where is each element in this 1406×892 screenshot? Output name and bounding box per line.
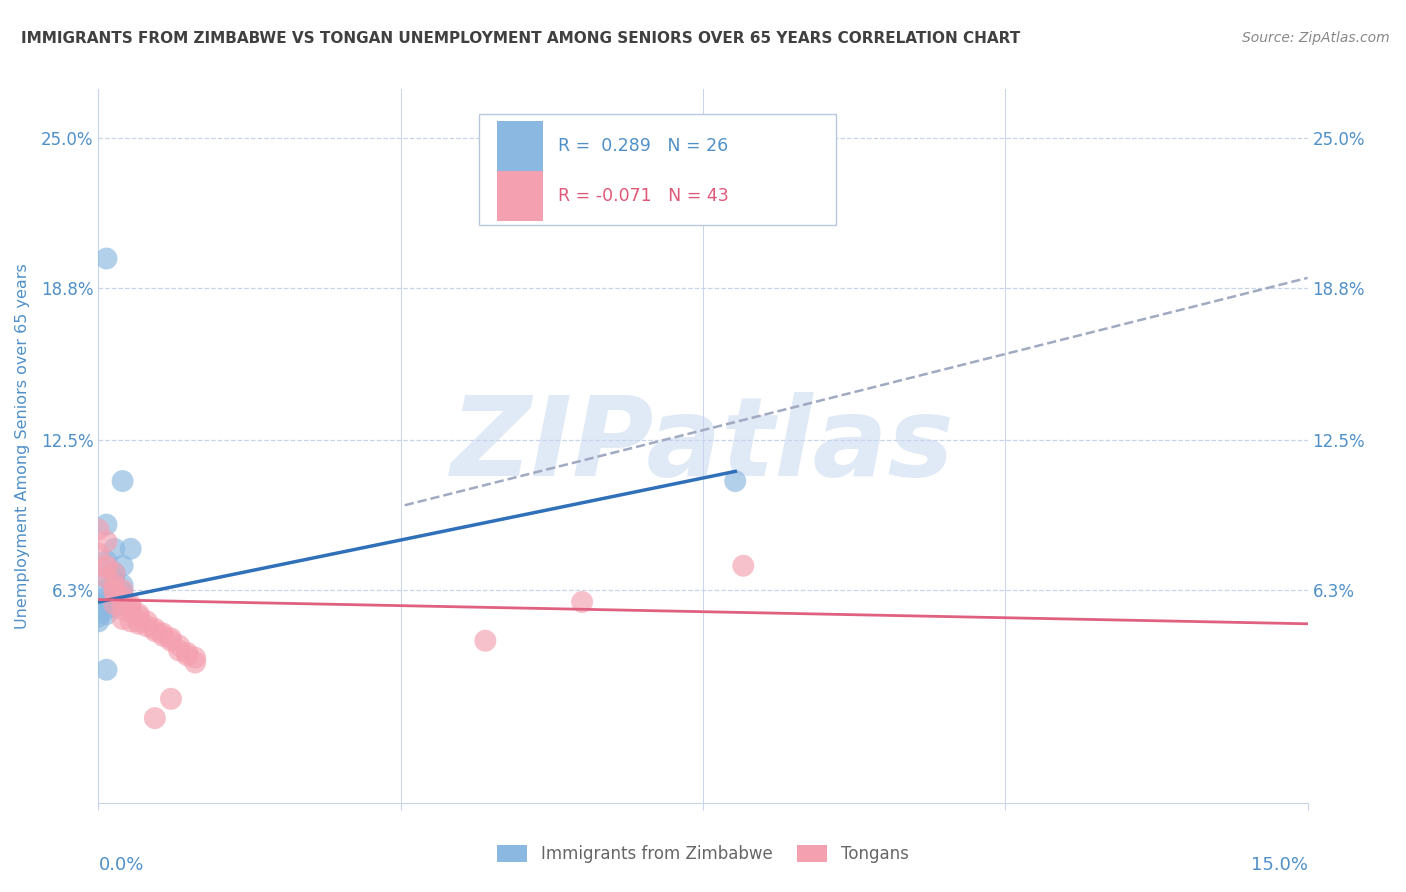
Point (120, 615, 142, 629)
Point (111, 558, 134, 573)
Point (128, 607, 150, 621)
Text: IMMIGRANTS FROM ZIMBABWE VS TONGAN UNEMPLOYMENT AMONG SENIORS OVER 65 YEARS CORR: IMMIGRANTS FROM ZIMBABWE VS TONGAN UNEMP… (21, 31, 1021, 46)
Point (120, 599, 142, 614)
Point (160, 632, 183, 646)
Point (87, 598, 110, 612)
Point (103, 585, 125, 599)
Point (111, 612, 134, 626)
FancyBboxPatch shape (498, 171, 543, 221)
FancyBboxPatch shape (479, 114, 837, 225)
Point (87, 547, 110, 561)
Point (143, 622, 166, 636)
Point (103, 585, 125, 599)
FancyBboxPatch shape (498, 121, 543, 171)
Text: R = -0.071   N = 43: R = -0.071 N = 43 (558, 187, 728, 205)
Point (474, 633, 496, 648)
Legend: Immigrants from Zimbabwe, Tongans: Immigrants from Zimbabwe, Tongans (491, 838, 915, 870)
Point (167, 643, 190, 657)
Point (103, 541, 125, 556)
Point (87, 523, 110, 537)
Point (103, 574, 125, 588)
Point (103, 578, 125, 592)
Point (135, 619, 157, 633)
Point (96, 561, 118, 575)
Point (184, 650, 207, 665)
Point (96, 571, 118, 585)
Point (724, 474, 747, 488)
Text: 0.0%: 0.0% (98, 856, 143, 874)
Point (96, 595, 118, 609)
Point (96, 571, 118, 585)
Point (176, 646, 198, 660)
Point (103, 592, 125, 607)
Point (135, 615, 157, 629)
Point (111, 595, 134, 609)
Point (96, 534, 118, 549)
Text: Source: ZipAtlas.com: Source: ZipAtlas.com (1241, 31, 1389, 45)
Point (128, 609, 150, 624)
Point (120, 605, 142, 619)
Point (96, 590, 118, 604)
Point (96, 517, 118, 532)
Text: R =  0.289   N = 26: R = 0.289 N = 26 (558, 137, 728, 155)
Point (184, 656, 207, 670)
Point (571, 595, 593, 609)
Point (96, 582, 118, 597)
Y-axis label: Unemployment Among Seniors over 65 years: Unemployment Among Seniors over 65 years (15, 263, 30, 629)
Point (103, 578, 125, 592)
Point (111, 602, 134, 616)
Point (143, 711, 166, 725)
Point (87, 609, 110, 624)
Point (96, 558, 118, 573)
Point (128, 616, 150, 631)
Point (111, 590, 134, 604)
Point (143, 624, 166, 638)
Point (103, 582, 125, 597)
Point (160, 691, 183, 706)
Point (103, 599, 125, 614)
Point (120, 598, 142, 612)
Text: ZIPatlas: ZIPatlas (451, 392, 955, 500)
Point (111, 585, 134, 599)
Point (160, 633, 183, 648)
Text: 15.0%: 15.0% (1250, 856, 1308, 874)
Point (120, 541, 142, 556)
Point (167, 639, 190, 653)
Point (128, 615, 150, 629)
Point (96, 663, 118, 677)
Point (111, 474, 134, 488)
Point (96, 554, 118, 568)
Point (152, 629, 174, 643)
Point (96, 602, 118, 616)
Point (103, 566, 125, 580)
Point (111, 582, 134, 597)
Point (96, 252, 118, 266)
Point (103, 566, 125, 580)
Point (176, 648, 198, 663)
Point (87, 615, 110, 629)
Point (152, 626, 174, 640)
Point (96, 607, 118, 621)
Point (103, 598, 125, 612)
Point (111, 578, 134, 592)
Point (733, 558, 755, 573)
